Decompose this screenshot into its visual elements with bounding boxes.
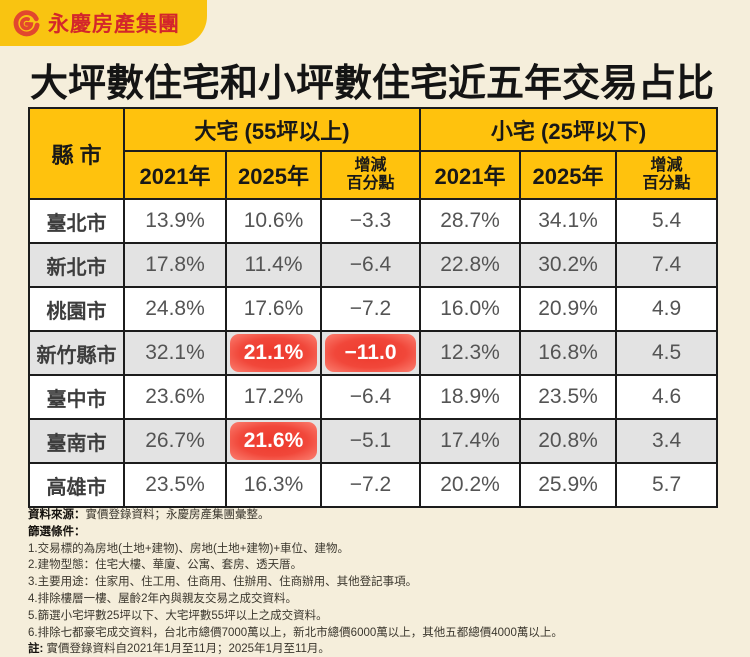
subheader-2025-small: 2025年 bbox=[519, 150, 618, 200]
transaction-share-table: 縣 市 大宅 (55坪以上) 小宅 (25坪以下) 2021年 2025年 增減… bbox=[28, 107, 719, 508]
table-body: 臺北市 13.9% 10.6% −3.3 28.7% 34.1% 5.4 新北市 17.8% 11… bbox=[28, 198, 719, 508]
value-cell: −6.4 bbox=[319, 242, 422, 288]
value-cell: 5.4 bbox=[615, 198, 719, 244]
value-cell: 17.2% bbox=[225, 374, 322, 420]
footnote-note: 註: 實價登錄資料自2021年1月至11月；2025年1月至11月。 bbox=[28, 641, 728, 657]
footnote-filter-heading: 篩選條件： bbox=[28, 524, 728, 541]
value-cell: 28.7% bbox=[419, 198, 522, 244]
group-header-small-home: 小宅 (25坪以下) bbox=[419, 107, 719, 152]
value-cell: 3.4 bbox=[615, 418, 719, 464]
value-cell: 10.6% bbox=[225, 198, 322, 244]
footnotes: 資料來源：實價登錄資料；永慶房產集團彙整。 篩選條件： 1.交易標的為房地(土地… bbox=[28, 507, 728, 657]
value-cell: 4.6 bbox=[615, 374, 719, 420]
subheader-change-small: 增減 百分點 bbox=[615, 150, 719, 200]
table-row: 新北市 17.8% 11.4% −6.4 22.8% 30.2% 7.4 bbox=[28, 242, 719, 288]
table-row: 桃園市 24.8% 17.6% −7.2 16.0% 20.9% 4.9 bbox=[28, 286, 719, 332]
value-cell: 7.4 bbox=[615, 242, 719, 288]
value-cell: 21.1% bbox=[225, 330, 322, 376]
table-row: 臺南市 26.7% 21.6% −5.1 17.4% 20.8% 3.4 bbox=[28, 418, 719, 464]
group-header-large-home: 大宅 (55坪以上) bbox=[122, 107, 422, 152]
value-cell: 23.5% bbox=[123, 462, 227, 508]
value-cell: 26.7% bbox=[123, 418, 227, 464]
value-cell: −11.0 bbox=[319, 330, 422, 376]
value-cell: −5.1 bbox=[319, 418, 422, 464]
sub-header-row: 2021年 2025年 增減 百分點 2021年 2025年 增減 百分點 bbox=[29, 150, 719, 200]
yungching-swirl-icon bbox=[12, 9, 41, 38]
value-cell: 4.5 bbox=[615, 330, 719, 376]
footnote-source-label: 資料來源： bbox=[28, 509, 86, 521]
value-cell: 20.2% bbox=[419, 462, 522, 508]
city-cell: 新北市 bbox=[28, 242, 125, 288]
value-cell: 18.9% bbox=[419, 374, 522, 420]
value-cell: 34.1% bbox=[519, 198, 618, 244]
corner-header-cell: 縣 市 bbox=[28, 107, 125, 200]
value-cell: 25.9% bbox=[519, 462, 618, 508]
value-cell: 21.6% bbox=[225, 418, 322, 464]
footnote-source: 資料來源：實價登錄資料；永慶房產集團彙整。 bbox=[28, 507, 728, 524]
page-title-regular: 大坪數住宅和小坪數住宅 bbox=[30, 63, 449, 105]
value-cell: 13.9% bbox=[123, 198, 227, 244]
value-cell: 24.8% bbox=[123, 286, 227, 332]
value-cell: 17.4% bbox=[419, 418, 522, 464]
footnote-item: 6.排除七都豪宅成交資料，台北市總價7000萬以上，新北市總價6000萬以上，其… bbox=[28, 626, 563, 639]
footnote-items: 1.交易標的為房地(土地+建物)、房地(土地+建物)+車位、建物。 2.建物型態：… bbox=[28, 541, 728, 642]
value-cell: 11.4% bbox=[225, 242, 322, 288]
table-row: 新竹縣市 32.1% 21.1% −11.0 12.3% 16.8% 4.5 bbox=[28, 330, 719, 376]
value-cell: 20.8% bbox=[519, 418, 618, 464]
brand-logo-text: 永慶房產集團 bbox=[48, 13, 180, 36]
value-cell: 23.6% bbox=[123, 374, 227, 420]
value-cell: 17.6% bbox=[225, 286, 322, 332]
footnote-filter-label: 篩選條件： bbox=[28, 525, 86, 538]
subheader-2021-small: 2021年 bbox=[419, 150, 522, 200]
value-cell: 16.0% bbox=[419, 286, 522, 332]
value-cell: 4.9 bbox=[615, 286, 719, 332]
value-cell: 30.2% bbox=[519, 242, 618, 288]
highlight-badge: −11.0 bbox=[325, 334, 417, 372]
value-cell: −7.2 bbox=[319, 462, 422, 508]
value-cell: −3.3 bbox=[319, 198, 422, 244]
value-cell: −7.2 bbox=[319, 286, 422, 332]
page-title-emphasis: 近五年交易占比 bbox=[448, 63, 715, 105]
value-cell: −6.4 bbox=[319, 374, 422, 420]
page-title: 大坪數住宅和小坪數住宅近五年交易占比 bbox=[30, 52, 714, 107]
footnote-source-text: 實價登錄資料；永慶房產集團彙整。 bbox=[85, 509, 270, 521]
subheader-2021-large: 2021年 bbox=[123, 150, 227, 200]
group-header-row: 縣 市 大宅 (55坪以上) 小宅 (25坪以下) bbox=[28, 107, 719, 200]
subheader-2025-large: 2025年 bbox=[225, 150, 322, 200]
footnote-note-text: 實價登錄資料自2021年1月至11月；2025年1月至11月。 bbox=[46, 643, 330, 656]
table-header: 縣 市 大宅 (55坪以上) 小宅 (25坪以下) 2021年 2025年 增減… bbox=[28, 107, 719, 200]
city-cell: 臺中市 bbox=[28, 374, 125, 420]
highlight-badge: 21.1% bbox=[230, 334, 317, 372]
value-cell: 23.5% bbox=[519, 374, 618, 420]
footnote-item: 4.排除樓層一樓、屋齡2年內與親友交易之成交資料。 bbox=[28, 592, 297, 605]
value-cell: 20.9% bbox=[519, 286, 618, 332]
footnote-item: 1.交易標的為房地(土地+建物)、房地(土地+建物)+車位、建物。 bbox=[28, 542, 350, 555]
footnote-item: 2.建物型態：住宅大樓、華廈、公寓、套房、透天厝。 bbox=[28, 559, 303, 572]
brand-logo-tab: 永慶房產集團 bbox=[0, 0, 207, 46]
value-cell: 22.8% bbox=[419, 242, 522, 288]
value-cell: 16.8% bbox=[519, 330, 618, 376]
city-cell: 臺北市 bbox=[28, 198, 125, 244]
highlight-badge: 21.6% bbox=[230, 422, 317, 460]
city-cell: 臺南市 bbox=[28, 418, 125, 464]
city-cell: 新竹縣市 bbox=[28, 330, 125, 376]
value-cell: 16.3% bbox=[225, 462, 322, 508]
city-cell: 桃園市 bbox=[28, 286, 125, 332]
value-cell: 17.8% bbox=[123, 242, 227, 288]
table-row: 臺中市 23.6% 17.2% −6.4 18.9% 23.5% 4.6 bbox=[28, 374, 719, 420]
footnote-item: 5.篩選小宅坪數25坪以下、大宅坪數55坪以上之成交資料。 bbox=[28, 609, 328, 622]
subheader-change-large: 增減 百分點 bbox=[319, 150, 422, 200]
footnote-note-label: 註: bbox=[28, 643, 44, 656]
value-cell: 12.3% bbox=[419, 330, 522, 376]
table-row: 臺北市 13.9% 10.6% −3.3 28.7% 34.1% 5.4 bbox=[28, 198, 719, 244]
footnote-item: 3.主要用途：住家用、住工用、住商用、住辦用、住商辦用、其他登記事項。 bbox=[28, 576, 418, 589]
value-cell: 32.1% bbox=[123, 330, 227, 376]
table-row: 高雄市 23.5% 16.3% −7.2 20.2% 25.9% 5.7 bbox=[28, 462, 719, 508]
city-cell: 高雄市 bbox=[28, 462, 125, 508]
value-cell: 5.7 bbox=[615, 462, 719, 508]
